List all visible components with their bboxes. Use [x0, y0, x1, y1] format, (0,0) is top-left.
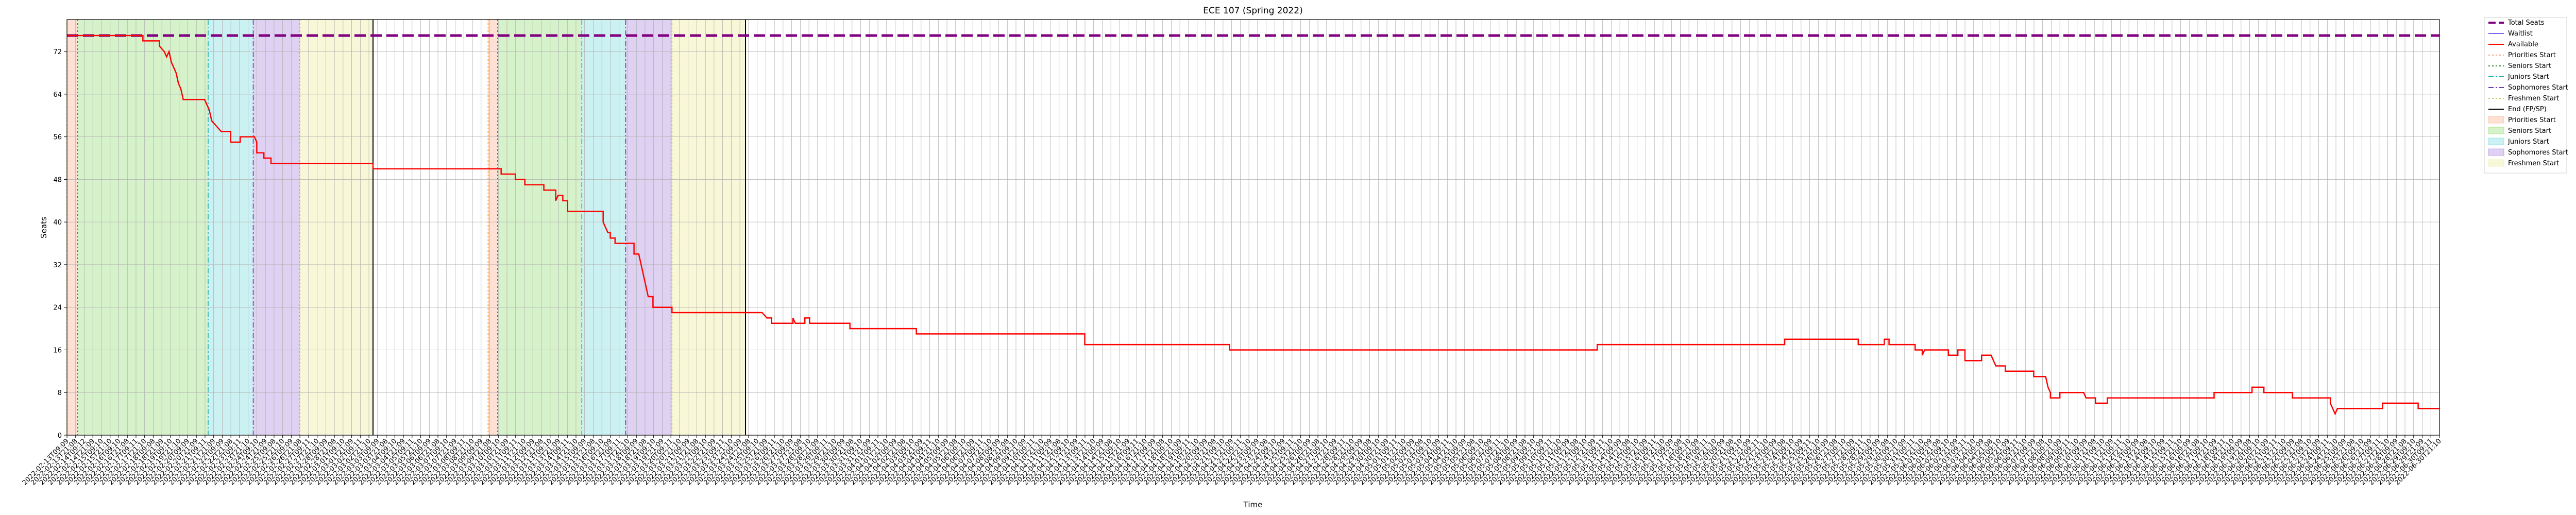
y-tick-label: 64 — [53, 91, 62, 99]
chart-title: ECE 107 (Spring 2022) — [1203, 6, 1302, 16]
end-lines — [372, 20, 747, 435]
axes-frame — [66, 19, 2440, 436]
legend-label: Total Seats — [2507, 19, 2545, 27]
legend-swatch-patch — [2488, 127, 2504, 134]
legend-label: Freshmen Start — [2508, 160, 2559, 167]
y-tick-label: 56 — [53, 134, 62, 142]
plot-area — [67, 20, 2439, 435]
legend-swatch-patch — [2488, 159, 2504, 167]
span-juniors — [208, 20, 253, 435]
span-freshmen — [672, 20, 746, 435]
span-freshmen — [299, 20, 374, 435]
span-priorities — [488, 20, 498, 435]
legend-label: Sophomores Start — [2508, 149, 2568, 157]
period-spans — [66, 20, 746, 435]
legend-label: Juniors Start — [2507, 73, 2549, 81]
legend-label: Seniors Start — [2508, 62, 2551, 70]
legend-swatch-patch — [2488, 138, 2504, 145]
y-tick-label: 8 — [58, 389, 62, 397]
axes — [66, 19, 2440, 436]
legend-label: End (FP/SP) — [2508, 106, 2547, 113]
y-tick-label: 40 — [53, 219, 62, 227]
y-ticks: 0 8 16 24 32 40 48 56 64 72 — [53, 48, 67, 440]
y-tick-label: 16 — [53, 347, 62, 354]
span-sophomores — [253, 20, 300, 435]
legend-label: Priorities Start — [2508, 116, 2556, 124]
legend-swatch-patch — [2488, 148, 2504, 156]
y-tick-label: 0 — [58, 432, 62, 440]
legend-label: Seniors Start — [2508, 127, 2551, 135]
legend-label: Freshmen Start — [2508, 95, 2559, 102]
y-tick-label: 72 — [53, 48, 62, 56]
series-lines — [67, 34, 2439, 416]
legend: Total Seats Waitlist Available Priorities S… — [2484, 17, 2568, 174]
y-tick-label: 32 — [53, 262, 62, 269]
span-seniors — [497, 20, 582, 435]
x-ticks: 2022-02-13T09:092022-02-13T21:082022-02-… — [21, 435, 2443, 487]
span-juniors — [582, 20, 626, 435]
legend-label: Available — [2508, 41, 2538, 48]
y-axis-label: Seats — [39, 217, 48, 238]
available-line — [67, 35, 2439, 416]
y-tick-label: 24 — [53, 304, 62, 312]
legend-label: Waitlist — [2508, 30, 2533, 38]
x-axis-label: Time — [1243, 500, 1263, 509]
legend-label: Sophomores Start — [2508, 84, 2568, 92]
y-tick-label: 48 — [53, 176, 62, 184]
plot-background — [67, 20, 2439, 435]
span-seniors — [77, 20, 208, 435]
legend-label: Juniors Start — [2507, 138, 2549, 146]
legend-swatch-patch — [2488, 116, 2504, 124]
span-sophomores — [625, 20, 672, 435]
span-priorities — [67, 20, 78, 435]
legend-box — [2484, 17, 2567, 174]
legend-label: Priorities Start — [2508, 52, 2556, 59]
